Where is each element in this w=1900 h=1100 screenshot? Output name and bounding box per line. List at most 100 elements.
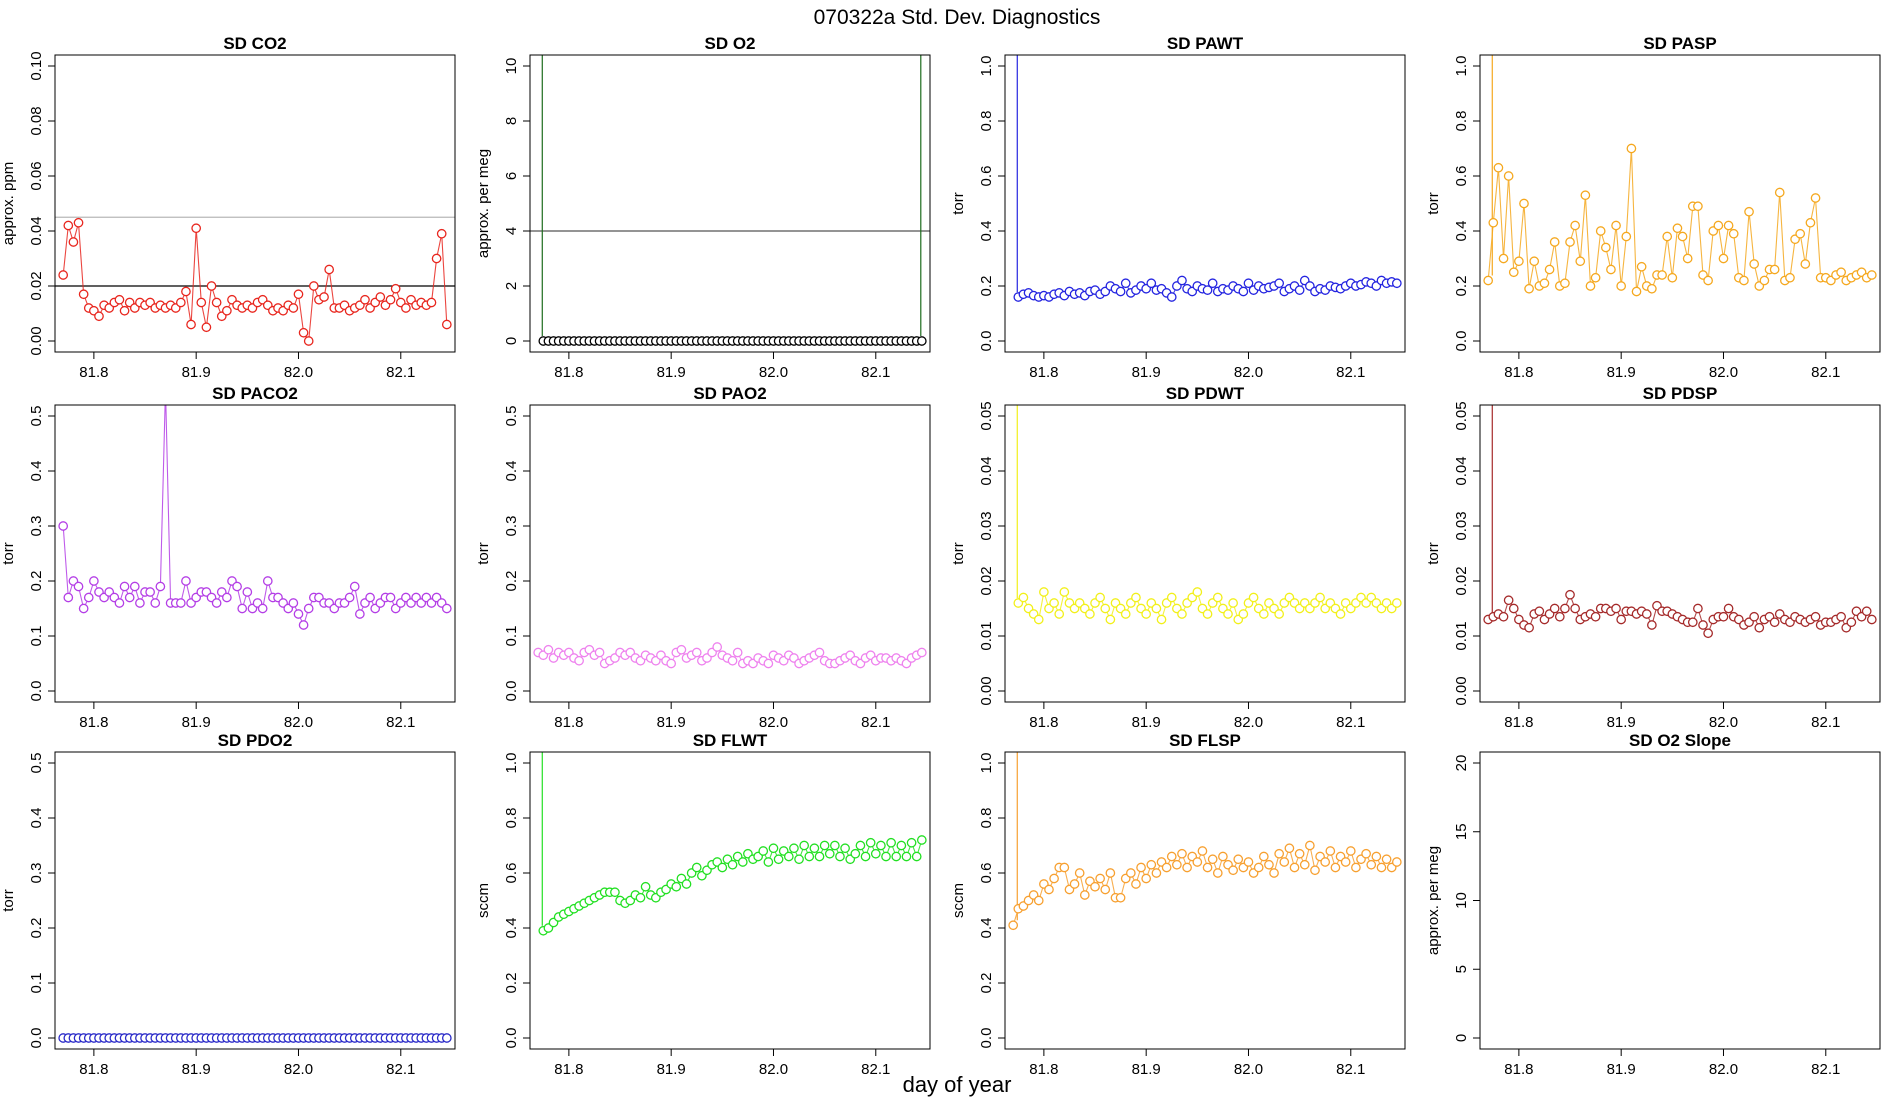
y-tick-label: 0.8 [978,808,995,829]
data-point [1069,879,1080,889]
y-tick-label: 0.00 [1453,676,1470,705]
data-point [288,303,299,313]
x-tick-label: 82.0 [1709,364,1738,381]
data-point [431,253,442,264]
data-point [773,854,784,865]
x-tick-label: 81.8 [554,364,583,381]
y-tick-label: 0.00 [28,326,45,355]
panel-6: SD PAO2 torr 0.0 0.1 0.2 0.3 0.4 0.5 81.8 81.9 82.… [475,384,931,731]
data-point [809,843,820,854]
data-point [671,881,682,892]
y-tick-label: 0.04 [978,456,995,485]
series-line [62,405,448,627]
plot-area [1483,55,1877,297]
data-point [1366,859,1377,870]
data-point [308,281,319,291]
data-point [1258,851,1269,862]
data-point [1606,264,1616,275]
y-axis-label: torr [950,192,967,215]
y-tick-label: 0.05 [1453,401,1470,430]
data-point [855,840,866,851]
data-point [891,851,902,862]
x-tick-label: 81.9 [657,364,686,381]
data-point [288,598,299,608]
data-point [94,311,104,322]
panel-title: SD CO2 [223,34,286,53]
data-point [1131,879,1141,889]
plot-frame [529,404,931,703]
panel-2: SD O2 approx. per meg 0 2 4 6 8 10 81.8 81.9 82.0 8… [475,34,931,381]
data-point [344,592,355,603]
y-tick-label: 0.01 [978,621,995,650]
data-point [1105,868,1116,878]
data-point [1570,603,1580,614]
data-point [436,228,447,239]
data-point [1161,862,1172,873]
data-point [1095,873,1105,884]
data-point [819,840,830,851]
x-tick-label: 82.1 [861,714,890,731]
data-point [1769,264,1780,275]
y-tick-label: 0.0 [28,681,45,702]
data-point [1739,275,1749,286]
data-point [1534,606,1545,617]
data-point [1554,611,1565,622]
data-point [916,647,927,658]
data-point [1141,873,1152,884]
y-tick-label: 10 [1453,892,1470,909]
y-axis-label: sccm [475,883,492,918]
panel-7: SD PDWT torr 0.00 0.01 0.02 0.03 0.04 0.05 81.8 8… [950,384,1406,731]
data-point [543,644,554,655]
data-point [1269,868,1279,878]
data-point [1059,862,1070,873]
data-point [1391,278,1402,289]
plot-frame [1479,751,1881,1050]
data-point [1166,851,1177,862]
y-tick-label: 0 [1453,1034,1470,1042]
data-point [691,647,702,658]
data-point [799,840,810,851]
data-point [1310,865,1320,876]
x-tick-label: 81.8 [1029,714,1058,731]
data-point [1508,603,1519,614]
y-axis-label: approx. per meg [475,149,492,258]
y-tick-label: 0.4 [1453,221,1470,242]
data-point [1120,609,1131,619]
x-tick-label: 81.9 [182,364,211,381]
plot-area [1483,405,1877,639]
data-point [1218,851,1228,862]
x-tick-label: 81.9 [1132,714,1161,731]
data-point [1529,256,1540,267]
y-tick-label: 0.02 [1453,566,1470,595]
data-point [441,1033,452,1043]
data-point [206,281,217,291]
data-point [758,846,769,856]
data-point [1315,592,1325,603]
y-tick-label: 0.6 [1453,166,1470,187]
data-point [1381,854,1392,865]
data-point [191,223,202,234]
data-point [1228,865,1238,876]
data-point [293,609,304,619]
x-tick-label: 82.1 [386,1061,415,1078]
x-tick-label: 82.1 [1811,714,1840,731]
data-point [298,327,309,338]
panel-title: SD FLSP [1169,731,1241,750]
data-point [1677,231,1688,242]
data-point [916,835,927,845]
data-point [1207,278,1218,289]
x-tick-label: 81.8 [79,714,108,731]
data-point [426,297,437,308]
y-tick-label: 0.05 [978,401,995,430]
data-point [814,647,825,658]
figure-xlabel: day of year [903,1072,1012,1097]
panel-5: SD PACO2 torr 0.0 0.1 0.2 0.3 0.4 0.5 81.8 81.9 82… [0,384,456,731]
panel-9: SD PDO2 torr 0.0 0.1 0.2 0.3 0.4 0.5 81.8 81.9 82.… [0,731,456,1078]
data-point [1498,253,1509,264]
data-point [1243,278,1254,289]
data-point [1616,614,1627,625]
data-point [1631,286,1642,297]
data-point [1033,614,1044,625]
data-point [1146,859,1157,870]
data-point [635,892,646,903]
